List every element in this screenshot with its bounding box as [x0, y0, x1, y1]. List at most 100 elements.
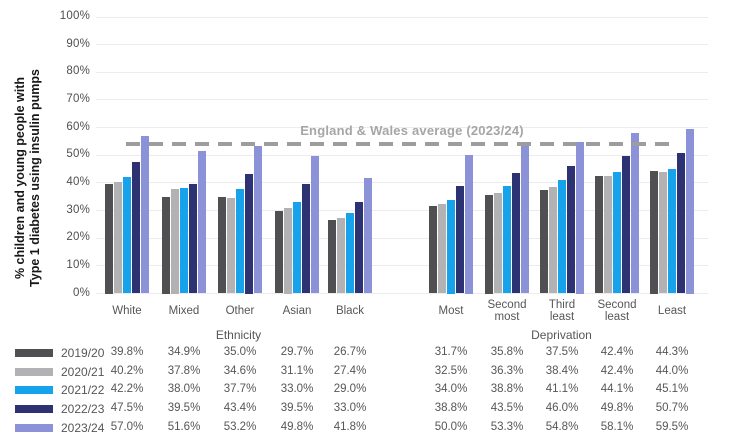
table-value: 44.1% — [600, 383, 634, 396]
table-value: 37.5% — [545, 346, 579, 358]
table-value: 46.0% — [545, 402, 579, 415]
table-value: 45.1% — [655, 383, 689, 396]
bar-2022-23 — [189, 184, 197, 294]
bar-2019-20 — [275, 211, 283, 294]
table-value: 49.8% — [280, 420, 314, 433]
table-value: 39.5% — [167, 402, 201, 415]
category-label: Other — [208, 298, 272, 324]
gridline — [96, 293, 708, 294]
bar-2022-23 — [245, 173, 253, 294]
bar-2023-24 — [311, 155, 319, 294]
bar-2023-24 — [521, 146, 529, 294]
legend-year-label: 2023/24 — [61, 420, 105, 435]
bar-2020-21 — [171, 189, 179, 294]
table-value: 59.5% — [655, 420, 689, 433]
table-value: 57.0% — [110, 420, 144, 433]
axis-group-label-ethnicity: Ethnicity — [215, 328, 262, 342]
category-label: Black — [318, 298, 382, 324]
category-label: Asian — [265, 298, 329, 324]
category-label: Second most — [475, 298, 539, 324]
bar-2022-23 — [355, 202, 363, 294]
axis-group-label-deprivation: Deprivation — [531, 328, 592, 342]
table-value: 31.7% — [434, 346, 468, 358]
y-tick-label: 60% — [66, 120, 90, 133]
table-value: 34.9% — [167, 346, 201, 358]
category-label: Third least — [530, 298, 594, 324]
table-value: 41.1% — [545, 383, 579, 396]
category-label: Second least — [585, 298, 649, 324]
table-value: 41.8% — [333, 420, 367, 433]
category-label-line: Other — [225, 304, 255, 317]
y-tick-label: 70% — [66, 92, 90, 105]
category-label: Least — [640, 298, 704, 324]
bar-2020-21 — [494, 193, 502, 294]
table-value: 47.5% — [110, 402, 144, 415]
category-label-line: least — [604, 311, 630, 323]
table-value: 26.7% — [333, 346, 367, 358]
bar-2021-22 — [558, 179, 566, 294]
bar-2020-21 — [549, 187, 557, 294]
table-value: 38.4% — [545, 364, 579, 377]
bar-2023-24 — [141, 135, 149, 294]
table-value: 54.8% — [545, 420, 579, 433]
category-label: White — [95, 298, 159, 324]
table-value: 39.5% — [280, 402, 314, 415]
average-dashed-line — [126, 142, 672, 147]
table-value: 34.0% — [434, 383, 468, 396]
category-label-line: White — [112, 304, 142, 317]
bar-2021-22 — [668, 168, 676, 294]
table-value: 50.0% — [434, 420, 468, 433]
gridline — [96, 182, 708, 184]
legend-year-label: 2022/23 — [61, 402, 105, 417]
bar-2022-23 — [512, 173, 520, 294]
category-label-line: Asian — [282, 304, 312, 317]
category-label: Most — [419, 298, 483, 324]
category-label: Mixed — [152, 298, 216, 324]
gridline — [96, 44, 708, 46]
bar-2022-23 — [622, 155, 630, 294]
table-value: 53.3% — [490, 420, 524, 433]
table-value: 29.7% — [280, 346, 314, 358]
bar-2023-24 — [364, 177, 372, 294]
table-value: 33.0% — [280, 383, 314, 396]
bar-2020-21 — [284, 207, 292, 294]
table-value: 38.8% — [490, 383, 524, 396]
table-value: 42.4% — [600, 346, 634, 358]
y-tick-label: 40% — [66, 175, 90, 188]
bar-2022-23 — [456, 186, 464, 294]
table-value: 34.6% — [223, 364, 257, 377]
legend-swatch-2021-22 — [15, 386, 53, 395]
table-value: 44.3% — [655, 346, 689, 358]
gridline — [96, 127, 708, 129]
table-value: 33.0% — [333, 402, 367, 415]
bar-2023-24 — [465, 155, 473, 294]
bar-2022-23 — [132, 162, 140, 294]
average-line-label: England & Wales average (2023/24) — [300, 123, 524, 138]
bar-2019-20 — [650, 171, 658, 294]
table-value: 37.8% — [167, 364, 201, 377]
legend-swatch-2019-20 — [15, 349, 53, 357]
bar-2019-20 — [595, 176, 603, 294]
category-label-line: Least — [657, 304, 687, 317]
gridline — [96, 210, 708, 212]
gridline — [96, 265, 708, 267]
category-label-line: Most — [438, 304, 464, 317]
category-label-line: Third — [548, 298, 576, 311]
bar-2020-21 — [337, 217, 345, 294]
table-value: 38.8% — [434, 402, 468, 415]
bar-2020-21 — [604, 176, 612, 294]
bar-2019-20 — [105, 183, 113, 294]
bar-2020-21 — [438, 203, 446, 294]
bar-2020-21 — [659, 171, 667, 294]
table-value: 51.6% — [167, 420, 201, 433]
gridline — [96, 16, 708, 18]
gridline — [96, 154, 708, 156]
table-value: 43.4% — [223, 402, 257, 415]
y-tick-label: 20% — [66, 231, 90, 244]
category-label-line: Mixed — [168, 304, 200, 317]
table-value: 29.0% — [333, 383, 367, 396]
table-value: 42.2% — [110, 383, 144, 396]
y-tick-label: 10% — [66, 258, 90, 271]
table-value: 43.5% — [490, 402, 524, 415]
